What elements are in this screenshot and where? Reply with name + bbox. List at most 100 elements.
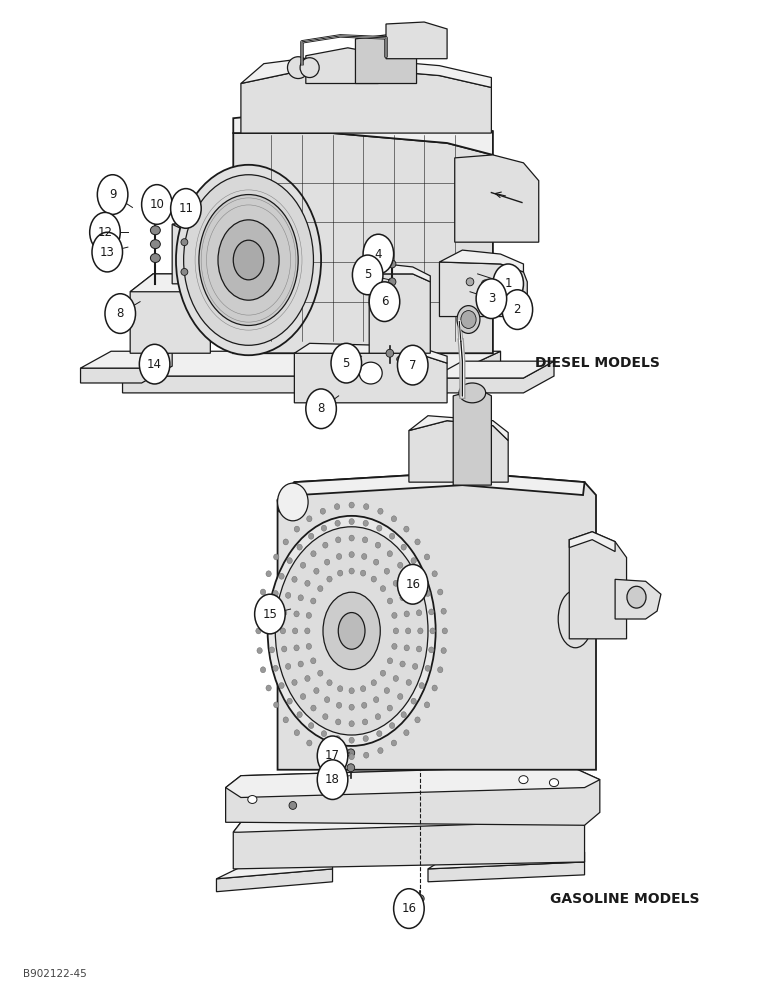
Ellipse shape xyxy=(306,740,312,746)
Ellipse shape xyxy=(398,562,403,568)
Ellipse shape xyxy=(327,576,332,582)
Polygon shape xyxy=(569,532,615,552)
Ellipse shape xyxy=(417,895,424,903)
Ellipse shape xyxy=(151,240,161,249)
Ellipse shape xyxy=(393,580,398,586)
Ellipse shape xyxy=(349,552,354,558)
Ellipse shape xyxy=(300,58,319,78)
Polygon shape xyxy=(278,472,596,770)
Ellipse shape xyxy=(305,628,310,634)
Text: 2: 2 xyxy=(513,303,521,316)
Ellipse shape xyxy=(349,754,354,760)
Text: 1: 1 xyxy=(504,277,512,290)
Ellipse shape xyxy=(375,714,381,720)
Ellipse shape xyxy=(321,525,327,531)
Ellipse shape xyxy=(287,57,309,79)
Ellipse shape xyxy=(306,516,312,522)
Ellipse shape xyxy=(300,694,306,700)
Ellipse shape xyxy=(283,717,289,723)
Ellipse shape xyxy=(279,573,284,579)
Ellipse shape xyxy=(393,628,398,634)
Polygon shape xyxy=(130,274,199,292)
Polygon shape xyxy=(172,220,216,232)
Ellipse shape xyxy=(416,610,422,616)
Ellipse shape xyxy=(310,598,316,604)
Ellipse shape xyxy=(415,717,420,723)
Circle shape xyxy=(105,294,136,333)
Ellipse shape xyxy=(334,504,340,510)
Polygon shape xyxy=(233,133,493,353)
Ellipse shape xyxy=(374,559,379,565)
Ellipse shape xyxy=(151,226,161,235)
Ellipse shape xyxy=(361,554,367,559)
Ellipse shape xyxy=(391,612,397,618)
Ellipse shape xyxy=(151,198,161,207)
Circle shape xyxy=(97,175,128,214)
Circle shape xyxy=(171,189,201,228)
Ellipse shape xyxy=(282,646,287,652)
Ellipse shape xyxy=(363,520,368,526)
Circle shape xyxy=(363,234,394,274)
Polygon shape xyxy=(294,353,447,403)
Ellipse shape xyxy=(371,576,377,582)
Ellipse shape xyxy=(401,712,406,718)
Text: 5: 5 xyxy=(364,268,371,281)
Ellipse shape xyxy=(218,220,279,300)
Ellipse shape xyxy=(321,731,327,737)
Ellipse shape xyxy=(388,296,396,304)
Ellipse shape xyxy=(457,306,480,333)
Ellipse shape xyxy=(412,592,418,598)
Ellipse shape xyxy=(335,736,340,742)
Text: 8: 8 xyxy=(317,402,325,415)
Ellipse shape xyxy=(519,776,528,784)
Ellipse shape xyxy=(349,519,354,525)
Circle shape xyxy=(141,185,172,224)
Ellipse shape xyxy=(260,667,266,673)
Ellipse shape xyxy=(289,801,296,809)
Ellipse shape xyxy=(627,586,646,608)
Ellipse shape xyxy=(389,723,394,729)
Ellipse shape xyxy=(377,525,382,531)
Ellipse shape xyxy=(430,628,435,634)
Ellipse shape xyxy=(306,643,312,649)
Ellipse shape xyxy=(412,663,418,669)
Ellipse shape xyxy=(500,283,508,291)
Ellipse shape xyxy=(334,752,340,758)
Ellipse shape xyxy=(300,562,306,568)
Ellipse shape xyxy=(381,670,386,676)
Ellipse shape xyxy=(273,591,278,596)
Ellipse shape xyxy=(425,554,430,560)
Ellipse shape xyxy=(397,356,403,362)
Ellipse shape xyxy=(404,611,409,617)
Ellipse shape xyxy=(248,796,257,803)
Ellipse shape xyxy=(313,688,319,694)
Circle shape xyxy=(398,564,428,604)
Ellipse shape xyxy=(386,349,394,357)
Ellipse shape xyxy=(349,737,354,743)
Ellipse shape xyxy=(286,663,291,669)
Ellipse shape xyxy=(400,661,405,667)
Circle shape xyxy=(317,760,348,799)
Polygon shape xyxy=(306,48,378,83)
Circle shape xyxy=(476,279,506,319)
Ellipse shape xyxy=(361,570,366,576)
Ellipse shape xyxy=(256,628,261,634)
Ellipse shape xyxy=(181,239,188,246)
Ellipse shape xyxy=(432,571,437,577)
Ellipse shape xyxy=(282,610,287,616)
Ellipse shape xyxy=(349,568,354,574)
Ellipse shape xyxy=(269,609,275,615)
Ellipse shape xyxy=(391,516,397,522)
Ellipse shape xyxy=(404,730,409,736)
Polygon shape xyxy=(409,416,508,440)
Ellipse shape xyxy=(388,658,393,664)
Ellipse shape xyxy=(287,558,293,564)
Ellipse shape xyxy=(349,688,354,694)
Ellipse shape xyxy=(323,714,328,720)
Ellipse shape xyxy=(324,697,330,703)
Ellipse shape xyxy=(404,645,409,651)
Ellipse shape xyxy=(320,508,326,514)
Polygon shape xyxy=(369,274,430,353)
Ellipse shape xyxy=(384,568,390,574)
Ellipse shape xyxy=(233,240,264,280)
